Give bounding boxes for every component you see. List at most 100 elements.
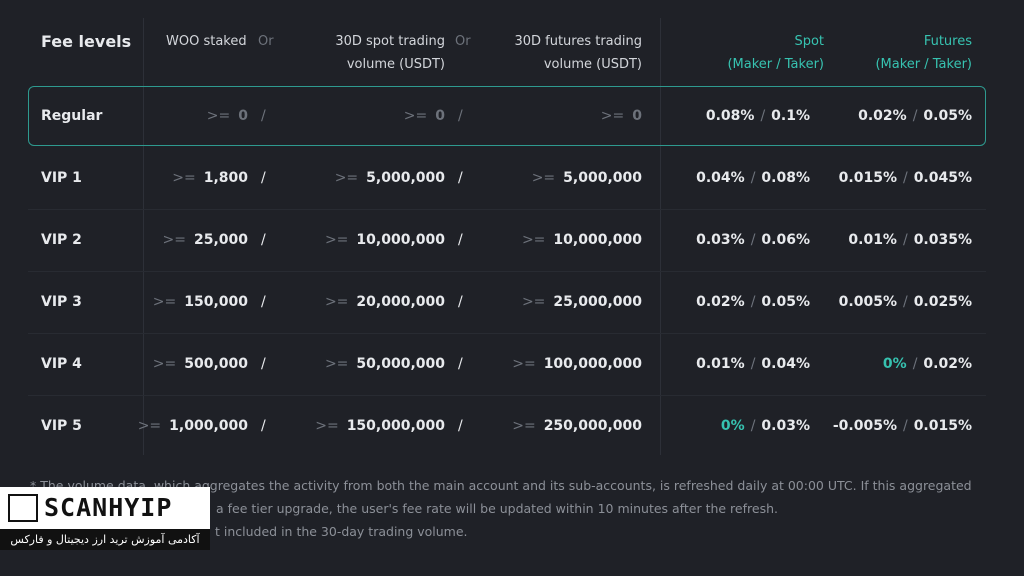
divider (143, 18, 144, 455)
slash: / (261, 294, 266, 310)
fee-cell: 0.04% / 0.08% (696, 168, 810, 188)
header-spot-volume: 30D spot trading (335, 34, 445, 49)
volume: 0 (435, 108, 445, 124)
slash: / (458, 356, 463, 372)
slash: / (458, 170, 463, 186)
prefix: >= (152, 294, 177, 310)
row-separator (28, 209, 986, 210)
watermark-brand: SCANHYIP (44, 493, 173, 522)
maker-fee: -0.005% (832, 418, 897, 434)
maker-fee: 0.005% (838, 294, 897, 310)
taker-fee: 0.08% (761, 170, 810, 186)
volume-cell: >= 25,000 (163, 230, 249, 250)
maker-fee: 0.04% (696, 170, 745, 186)
volume-cell: >= 1,800 (172, 168, 248, 188)
slash: / (261, 170, 266, 186)
fee-cell: 0.02% / 0.05% (858, 106, 972, 126)
slash: / (458, 294, 463, 310)
taker-fee: 0.015% (913, 418, 972, 434)
maker-fee: 0.08% (705, 108, 755, 124)
level: VIP 5 (41, 418, 82, 434)
volume-cell: >= 10,000,000 (522, 230, 642, 250)
volume: 50,000,000 (356, 356, 445, 372)
slash: / (458, 232, 463, 248)
level: VIP 4 (41, 356, 82, 372)
maker-fee: 0.02% (696, 294, 745, 310)
volume: 0 (632, 108, 642, 124)
prefix: >= (324, 294, 349, 310)
volume-cell: >= 5,000,000 (335, 168, 445, 188)
taker-fee: 0.05% (761, 294, 810, 310)
divider (660, 18, 661, 455)
maker-fee: 0% (882, 356, 907, 372)
maker-fee: 0.01% (696, 356, 745, 372)
taker-fee: 0.05% (923, 108, 972, 124)
volume-cell: >= 0 (207, 106, 248, 126)
slash: / (902, 418, 908, 434)
header-spot-volume: volume (USDT) (346, 57, 445, 72)
slash: / (261, 108, 266, 124)
volume: 150,000,000 (346, 418, 445, 434)
prefix: >= (315, 418, 339, 434)
volume-cell: >= 0 (404, 106, 445, 126)
taker-fee: 0.04% (761, 356, 810, 372)
prefix: >= (403, 108, 428, 124)
volume-cell: >= 150,000,000 (315, 416, 445, 436)
slash: / (750, 232, 756, 248)
fee-cell: 0% / 0.03% (721, 416, 810, 436)
slash: / (750, 356, 756, 372)
taker-fee: 0.03% (761, 418, 810, 434)
slash: / (458, 418, 463, 434)
fee-cell: 0.01% / 0.04% (696, 354, 810, 374)
volume: 100,000,000 (543, 356, 642, 372)
watermark: SCANHYIP آکادمی آموزش ترید ارز دیجیتال و … (0, 487, 210, 550)
watermark-tagline: آکادمی آموزش ترید ارز دیجیتال و فارکس (0, 529, 210, 550)
header-futures-fee: Futures (923, 34, 972, 49)
selected-row (28, 86, 986, 146)
fee-cell: 0.015% / 0.045% (839, 168, 972, 188)
volume: 10,000,000 (553, 232, 642, 248)
volume: 25,000 (193, 232, 248, 248)
volume: 250,000,000 (543, 418, 642, 434)
prefix: >= (521, 294, 546, 310)
level: VIP 2 (41, 232, 82, 248)
watermark-icon (8, 494, 38, 522)
prefix: >= (162, 232, 186, 248)
maker-fee: 0.02% (858, 108, 907, 124)
header-spot-fee: (Maker / Taker) (727, 57, 824, 72)
prefix: >= (172, 170, 196, 186)
fee-cell: 0.01% / 0.035% (848, 230, 972, 250)
prefix: >= (324, 356, 349, 372)
fee-cell: 0.03% / 0.06% (696, 230, 810, 250)
volume-cell: >= 10,000,000 (325, 230, 445, 250)
row-separator (28, 395, 986, 396)
prefix: >= (600, 108, 625, 124)
header-woo: WOO staked (166, 34, 247, 49)
volume: 150,000 (184, 294, 248, 310)
volume: 1,000,000 (169, 418, 248, 434)
slash: / (912, 356, 918, 372)
row-separator (28, 271, 986, 272)
slash: / (902, 294, 908, 310)
maker-fee: 0.01% (848, 232, 897, 248)
taker-fee: 0.06% (761, 232, 810, 248)
volume: 25,000,000 (553, 294, 642, 310)
taker-fee: 0.02% (923, 356, 972, 372)
taker-fee: 0.035% (913, 232, 972, 248)
slash: / (750, 418, 756, 434)
slash: / (760, 108, 766, 124)
volume-cell: >= 100,000,000 (512, 354, 642, 374)
header-fee-levels: Fee levels (41, 32, 132, 51)
fee-cell: 0% / 0.02% (883, 354, 972, 374)
volume-cell: >= 250,000,000 (512, 416, 642, 436)
fee-cell: 0.02% / 0.05% (696, 292, 810, 312)
taker-fee: 0.045% (913, 170, 972, 186)
volume-cell: >= 50,000,000 (325, 354, 445, 374)
prefix: >= (531, 170, 556, 186)
volume: 5,000,000 (366, 170, 445, 186)
header-futures-volume: 30D futures trading (514, 34, 642, 49)
prefix: >= (334, 170, 359, 186)
volume-cell: >= 150,000 (153, 292, 248, 312)
prefix: >= (512, 418, 536, 434)
